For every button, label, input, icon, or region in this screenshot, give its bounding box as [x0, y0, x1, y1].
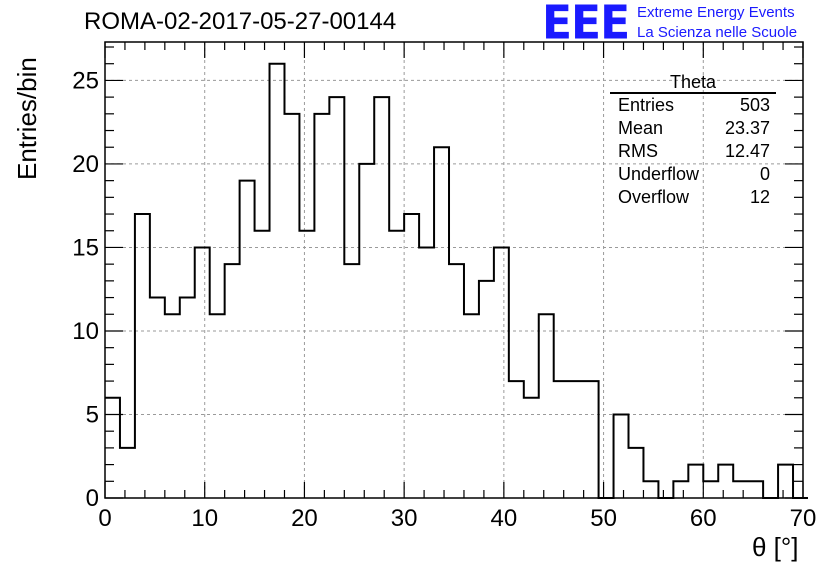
histogram-bin: [584, 381, 599, 498]
histogram-bin: [494, 247, 509, 498]
histogram-bin: [643, 481, 658, 498]
stats-label: Mean: [618, 118, 664, 138]
y-tick-label: 0: [86, 485, 99, 512]
y-tick-label: 15: [72, 234, 99, 261]
x-tick-label: 10: [191, 505, 218, 532]
stats-value: 503: [739, 95, 770, 115]
histogram-bin: [135, 214, 150, 498]
grid-lines: [105, 42, 803, 498]
x-tick-label: 50: [590, 505, 617, 532]
histogram-bin: [524, 398, 539, 498]
histogram-bin: [165, 314, 180, 498]
x-tick-label: 0: [98, 505, 111, 532]
stats-row-mean: Mean 23.37: [610, 117, 776, 140]
stats-box: Theta Entries 503 Mean 23.37 RMS 12.47 Underfl…: [610, 72, 776, 209]
histogram-bin: [449, 264, 464, 498]
y-tick-label: 20: [72, 151, 99, 178]
histogram-series: [105, 62, 808, 499]
histogram-bin: [539, 314, 554, 498]
histogram-bin: [733, 481, 748, 498]
logo-caption: Extreme Energy Events La Scienza nelle S…: [637, 3, 797, 43]
histogram-bin: [464, 314, 479, 498]
stats-value: 12.47: [724, 141, 770, 161]
x-tick-label: 20: [291, 505, 318, 532]
x-tick-label: 60: [690, 505, 717, 532]
histogram-bin: [569, 381, 584, 498]
histogram-bin: [195, 247, 210, 498]
stats-label: Overflow: [618, 187, 690, 207]
histogram-bin: [688, 465, 703, 498]
x-axis-label: θ [°]: [752, 532, 799, 562]
histogram-bin: [389, 231, 404, 498]
histogram-bin: [344, 264, 359, 498]
stats-label: Underflow: [618, 164, 700, 184]
x-tick-label: 40: [491, 505, 518, 532]
histogram-bin: [673, 481, 688, 498]
histogram-bin: [434, 147, 449, 498]
histogram-bin: [629, 448, 644, 498]
run-title: ROMA-02-2017-05-27-00144: [84, 8, 397, 35]
stats-value: 0: [759, 164, 770, 184]
x-tick-label: 70: [790, 505, 817, 532]
histogram-line: [105, 62, 808, 499]
stats-row-rms: RMS 12.47: [610, 140, 776, 163]
histogram-bin: [120, 448, 135, 498]
histogram-bin: [225, 264, 240, 498]
histogram-bin: [359, 164, 374, 498]
logo-caption-line2: La Scienza nelle Scuole: [637, 24, 798, 41]
y-axis-label: Entries/bin: [12, 57, 42, 180]
stats-row-underflow: Underflow 0: [610, 163, 776, 186]
stats-value: 23.37: [724, 118, 770, 138]
stats-row-entries: Entries 503: [610, 94, 776, 117]
histogram-bin: [270, 64, 285, 498]
histogram-bin: [314, 114, 329, 498]
histogram-bin: [778, 465, 793, 498]
histogram-bin: [748, 481, 763, 498]
histogram-bin: [703, 481, 718, 498]
histogram-bin: [210, 314, 225, 498]
stats-title: Theta: [610, 72, 776, 94]
histogram-bin: [329, 97, 344, 498]
y-tick-label: 10: [72, 318, 99, 345]
y-tick-label: 25: [72, 67, 99, 94]
histogram-bin: [299, 231, 314, 498]
histogram-bin: [479, 281, 494, 498]
logo-caption-line1: Extreme Energy Events: [637, 4, 795, 21]
histogram-bin: [404, 214, 419, 498]
y-tick-label: 5: [86, 401, 99, 428]
histogram-bin: [614, 414, 629, 498]
axes: 0 10 20 30 40 50 60 70 0 5 10 15 20 25: [72, 41, 817, 532]
histogram-bin: [554, 381, 569, 498]
stats-value: 12: [749, 187, 770, 207]
x-tick-label: 30: [391, 505, 418, 532]
plot-frame: [104, 41, 804, 499]
histogram-bin: [718, 465, 733, 498]
histogram-bin: [180, 298, 195, 498]
eee-logo: EEE: [542, 0, 630, 51]
stats-row-overflow: Overflow 12: [610, 186, 776, 209]
stats-label: RMS: [618, 141, 658, 161]
histogram-bin: [419, 247, 434, 498]
histogram-bin: [374, 97, 389, 498]
stats-rows: Entries 503 Mean 23.37 RMS 12.47 Underflow 0 Ove…: [610, 94, 776, 209]
histogram-bin: [150, 298, 165, 498]
histogram-bin: [284, 114, 299, 498]
histogram-bin: [255, 231, 270, 498]
histogram-bin: [509, 381, 524, 498]
histogram-bin: [240, 181, 255, 498]
stats-label: Entries: [618, 95, 675, 115]
